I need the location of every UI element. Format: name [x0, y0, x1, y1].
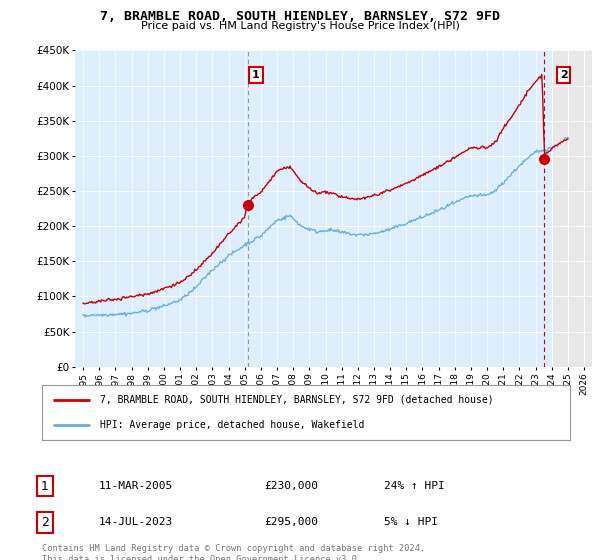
Text: £295,000: £295,000: [264, 517, 318, 528]
Text: 2: 2: [41, 516, 49, 529]
Text: 7, BRAMBLE ROAD, SOUTH HIENDLEY, BARNSLEY, S72 9FD (detached house): 7, BRAMBLE ROAD, SOUTH HIENDLEY, BARNSLE…: [100, 395, 494, 404]
Text: HPI: Average price, detached house, Wakefield: HPI: Average price, detached house, Wake…: [100, 420, 364, 430]
Bar: [552, 50, 592, 367]
Text: Price paid vs. HM Land Registry's House Price Index (HPI): Price paid vs. HM Land Registry's House …: [140, 21, 460, 31]
Text: 1: 1: [41, 479, 49, 493]
Text: 7, BRAMBLE ROAD, SOUTH HIENDLEY, BARNSLEY, S72 9FD: 7, BRAMBLE ROAD, SOUTH HIENDLEY, BARNSLE…: [100, 10, 500, 22]
Text: 14-JUL-2023: 14-JUL-2023: [99, 517, 173, 528]
Text: 5% ↓ HPI: 5% ↓ HPI: [384, 517, 438, 528]
Text: £230,000: £230,000: [264, 481, 318, 491]
Bar: [552, 50, 592, 367]
Text: 24% ↑ HPI: 24% ↑ HPI: [384, 481, 445, 491]
Text: 1: 1: [252, 70, 260, 80]
Text: 11-MAR-2005: 11-MAR-2005: [99, 481, 173, 491]
Text: 2: 2: [560, 70, 568, 80]
Text: Contains HM Land Registry data © Crown copyright and database right 2024.
This d: Contains HM Land Registry data © Crown c…: [42, 544, 425, 560]
